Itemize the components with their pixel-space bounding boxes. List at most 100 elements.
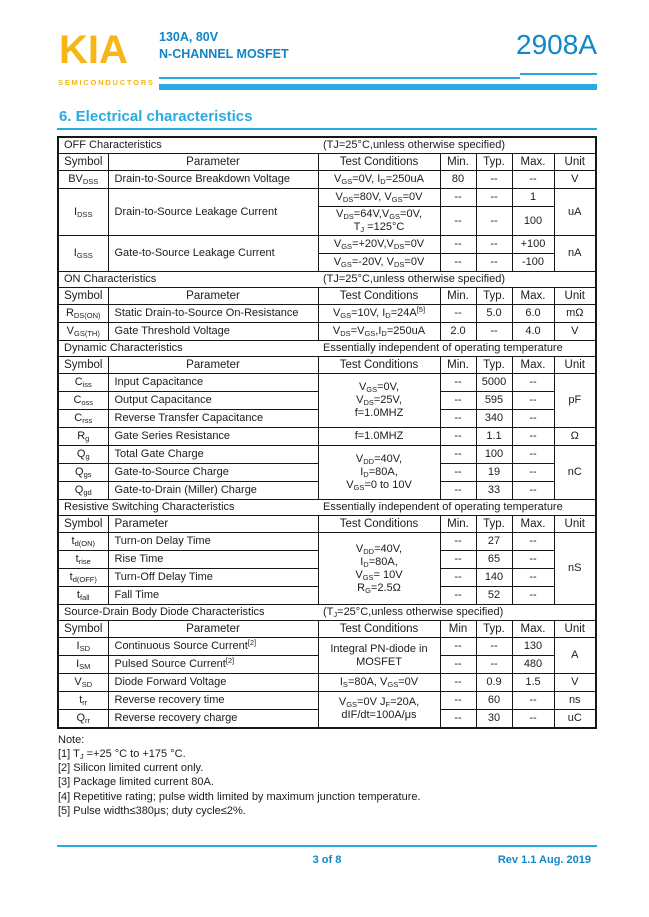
table-cell: Gate Threshold Voltage <box>107 322 319 341</box>
table-cell: Qgs <box>57 463 109 482</box>
section-title: Resistive Switching Characteristics <box>64 501 235 513</box>
column-header: Min. <box>439 287 477 305</box>
note-item: [5] Pulse width≤380μs; duty cycle≤2%. <box>58 804 246 817</box>
table-cell: Qrr <box>57 709 109 728</box>
table-cell: Qgd <box>57 481 109 500</box>
device-type: N-CHANNEL MOSFET <box>159 47 289 61</box>
table-cell: -- <box>475 322 513 341</box>
table-row: Ciss Input Capacitance VGS=0V, VDS=25V, f=1.… <box>57 373 597 428</box>
table-cell: IS=80A, VGS=0V <box>317 673 441 692</box>
column-header: Symbol <box>57 356 109 374</box>
kia-logo: KIA <box>59 28 128 72</box>
table-cell: VGS=-20V, VDS=0V <box>317 253 441 272</box>
column-header: Test Conditions <box>317 153 441 171</box>
column-header: Max. <box>511 287 555 305</box>
table-cell: RDS(ON) <box>57 304 109 323</box>
page-footer: 3 of 8 Rev 1.1 Aug. 2019 <box>57 845 597 875</box>
column-header: Symbol <box>57 287 109 305</box>
table-cell: 5000 <box>475 373 513 392</box>
table-cell: 4.0 <box>511 322 555 341</box>
table-cell: Rise Time <box>107 550 319 569</box>
table-cell: 130 <box>511 637 555 656</box>
table-cell: -- <box>475 206 513 236</box>
table-cell: Continuous Source Current[2] <box>107 637 319 656</box>
table-cell: 6.0 <box>511 304 555 323</box>
column-header: Min. <box>439 356 477 374</box>
section-title: Dynamic Characteristics <box>64 342 183 354</box>
table-cell: td(OFF) <box>57 568 109 587</box>
section-condition: Essentially independent of operating tem… <box>323 501 563 513</box>
section-title: OFF Characteristics <box>64 139 162 151</box>
table-cell: -- <box>439 188 477 207</box>
table-cell: Total Gate Charge <box>107 445 319 464</box>
table-cell: 0.9 <box>475 673 513 692</box>
column-header-row: Symbol Parameter Test Conditions Min. Typ. Ma… <box>57 287 597 305</box>
table-cell: -- <box>511 532 555 551</box>
table-cell: IGSS <box>57 235 109 272</box>
column-header: Symbol <box>57 515 109 533</box>
column-header: Parameter <box>107 153 319 171</box>
table-row: Crss Reverse Transfer Capacitance -- 340 -- <box>57 409 596 428</box>
table-cell: -- <box>511 481 555 500</box>
column-header-row: Symbol Parameter Test Conditions Min. Typ. Ma… <box>57 153 597 171</box>
table-cell: -- <box>511 373 555 392</box>
table-cell: VSD <box>57 673 109 692</box>
column-header: Typ. <box>475 356 513 374</box>
section-row: OFF Characteristics (TJ=25°C,unless other… <box>57 136 597 154</box>
page-title: 6. Electrical characteristics <box>59 108 253 125</box>
table-cell: trr <box>57 691 109 710</box>
column-header: Symbol <box>57 620 109 638</box>
table-row: Rg Gate Series Resistance f=1.0MHZ -- 1.1 -- Ω <box>57 427 597 446</box>
page-number: 3 of 8 <box>312 854 342 866</box>
table-row: tfall Fall Time -- 52 -- <box>57 586 596 605</box>
section-header-cell: Dynamic Characteristics Essentially indep… <box>57 340 597 357</box>
table-cell: -- <box>475 235 513 254</box>
table-cell: Turn-on Delay Time <box>107 532 319 551</box>
table-cell: -- <box>439 673 477 692</box>
table-cell: BVDSS <box>57 170 109 189</box>
table-cell: +100 <box>511 235 555 254</box>
notes-list: [1] TJ =+25 °C to +175 °C. [2] Silicon li… <box>58 747 597 818</box>
table-cell: Gate-to-Source Leakage Current <box>107 235 319 272</box>
section-condition: (TJ=25°C,unless otherwise specified) <box>323 139 506 151</box>
column-header: Parameter <box>107 287 319 305</box>
section-title: ON Characteristics <box>64 273 157 285</box>
table-cell: 1 <box>511 188 555 207</box>
device-summary: 130A, 80V N-CHANNEL MOSFET <box>159 29 289 63</box>
footer-rule <box>57 845 597 847</box>
table-row: VSD Diode Forward Voltage IS=80A, VGS=0V --… <box>57 673 597 692</box>
section-row: ON Characteristics (TJ=25°C,unless otherw… <box>57 271 597 288</box>
table-cell: 27 <box>475 532 513 551</box>
table-cell: Rg <box>57 427 109 446</box>
table-cell: 480 <box>511 655 555 674</box>
section-condition: Essentially independent of operating tem… <box>323 342 563 354</box>
column-header: Typ. <box>475 287 513 305</box>
table-cell: -- <box>439 463 477 482</box>
section-header-cell: OFF Characteristics (TJ=25°C,unless other… <box>57 136 597 154</box>
table-cell: -- <box>511 409 555 428</box>
note-item: [2] Silicon limited current only. <box>58 762 204 775</box>
table-cell: Integral PN-diode in MOSFET <box>317 637 441 674</box>
table-cell: -- <box>511 170 555 189</box>
table-cell: Reverse recovery time <box>107 691 319 710</box>
table-cell: tfall <box>57 586 109 605</box>
table-cell: -- <box>511 586 555 605</box>
table-cell: 2.0 <box>439 322 477 341</box>
column-header: Parameter <box>107 515 319 533</box>
table-cell: -- <box>511 709 555 728</box>
table-cell: -- <box>511 391 555 410</box>
table-cell: nS <box>553 532 597 605</box>
table-cell: 52 <box>475 586 513 605</box>
table-cell: 60 <box>475 691 513 710</box>
section-row: Source-Drain Body Diode Characteristics (… <box>57 604 597 621</box>
table-cell: ISD <box>57 637 109 656</box>
table-cell: V <box>553 673 597 692</box>
table-cell: Gate-to-Source Charge <box>107 463 319 482</box>
table-cell: Ciss <box>57 373 109 392</box>
table-cell: VDD=40V, ID=80A, VGS=0 to 10V <box>317 445 441 500</box>
column-header: Max. <box>511 356 555 374</box>
table-cell: -- <box>439 568 477 587</box>
section-title: Source-Drain Body Diode Characteristics <box>64 606 265 618</box>
table-cell: Drain-to-Source Breakdown Voltage <box>107 170 319 189</box>
column-header: Test Conditions <box>317 620 441 638</box>
